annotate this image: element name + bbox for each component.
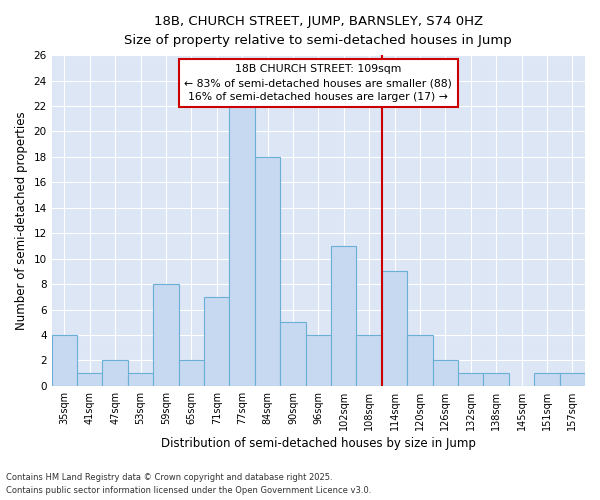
Bar (433, 360, 458, 386)
Bar (103, 360, 128, 386)
Bar (305, 335, 331, 386)
Bar (331, 246, 356, 386)
Text: 18B CHURCH STREET: 109sqm
← 83% of semi-detached houses are smaller (88)
16% of : 18B CHURCH STREET: 109sqm ← 83% of semi-… (184, 64, 452, 102)
Bar (356, 335, 382, 386)
Bar (280, 322, 305, 386)
Bar (153, 284, 179, 386)
Bar (52, 335, 77, 386)
Bar (229, 106, 255, 386)
Bar (382, 272, 407, 386)
Bar (255, 157, 280, 386)
Bar (77, 373, 103, 386)
Bar (458, 373, 484, 386)
Bar (179, 360, 204, 386)
Title: 18B, CHURCH STREET, JUMP, BARNSLEY, S74 0HZ
Size of property relative to semi-de: 18B, CHURCH STREET, JUMP, BARNSLEY, S74 … (124, 15, 512, 47)
Bar (484, 373, 509, 386)
X-axis label: Distribution of semi-detached houses by size in Jump: Distribution of semi-detached houses by … (161, 437, 476, 450)
Bar (560, 373, 585, 386)
Y-axis label: Number of semi-detached properties: Number of semi-detached properties (15, 111, 28, 330)
Bar (534, 373, 560, 386)
Bar (204, 297, 229, 386)
Bar (128, 373, 153, 386)
Bar (407, 335, 433, 386)
Text: Contains HM Land Registry data © Crown copyright and database right 2025.
Contai: Contains HM Land Registry data © Crown c… (6, 474, 371, 495)
